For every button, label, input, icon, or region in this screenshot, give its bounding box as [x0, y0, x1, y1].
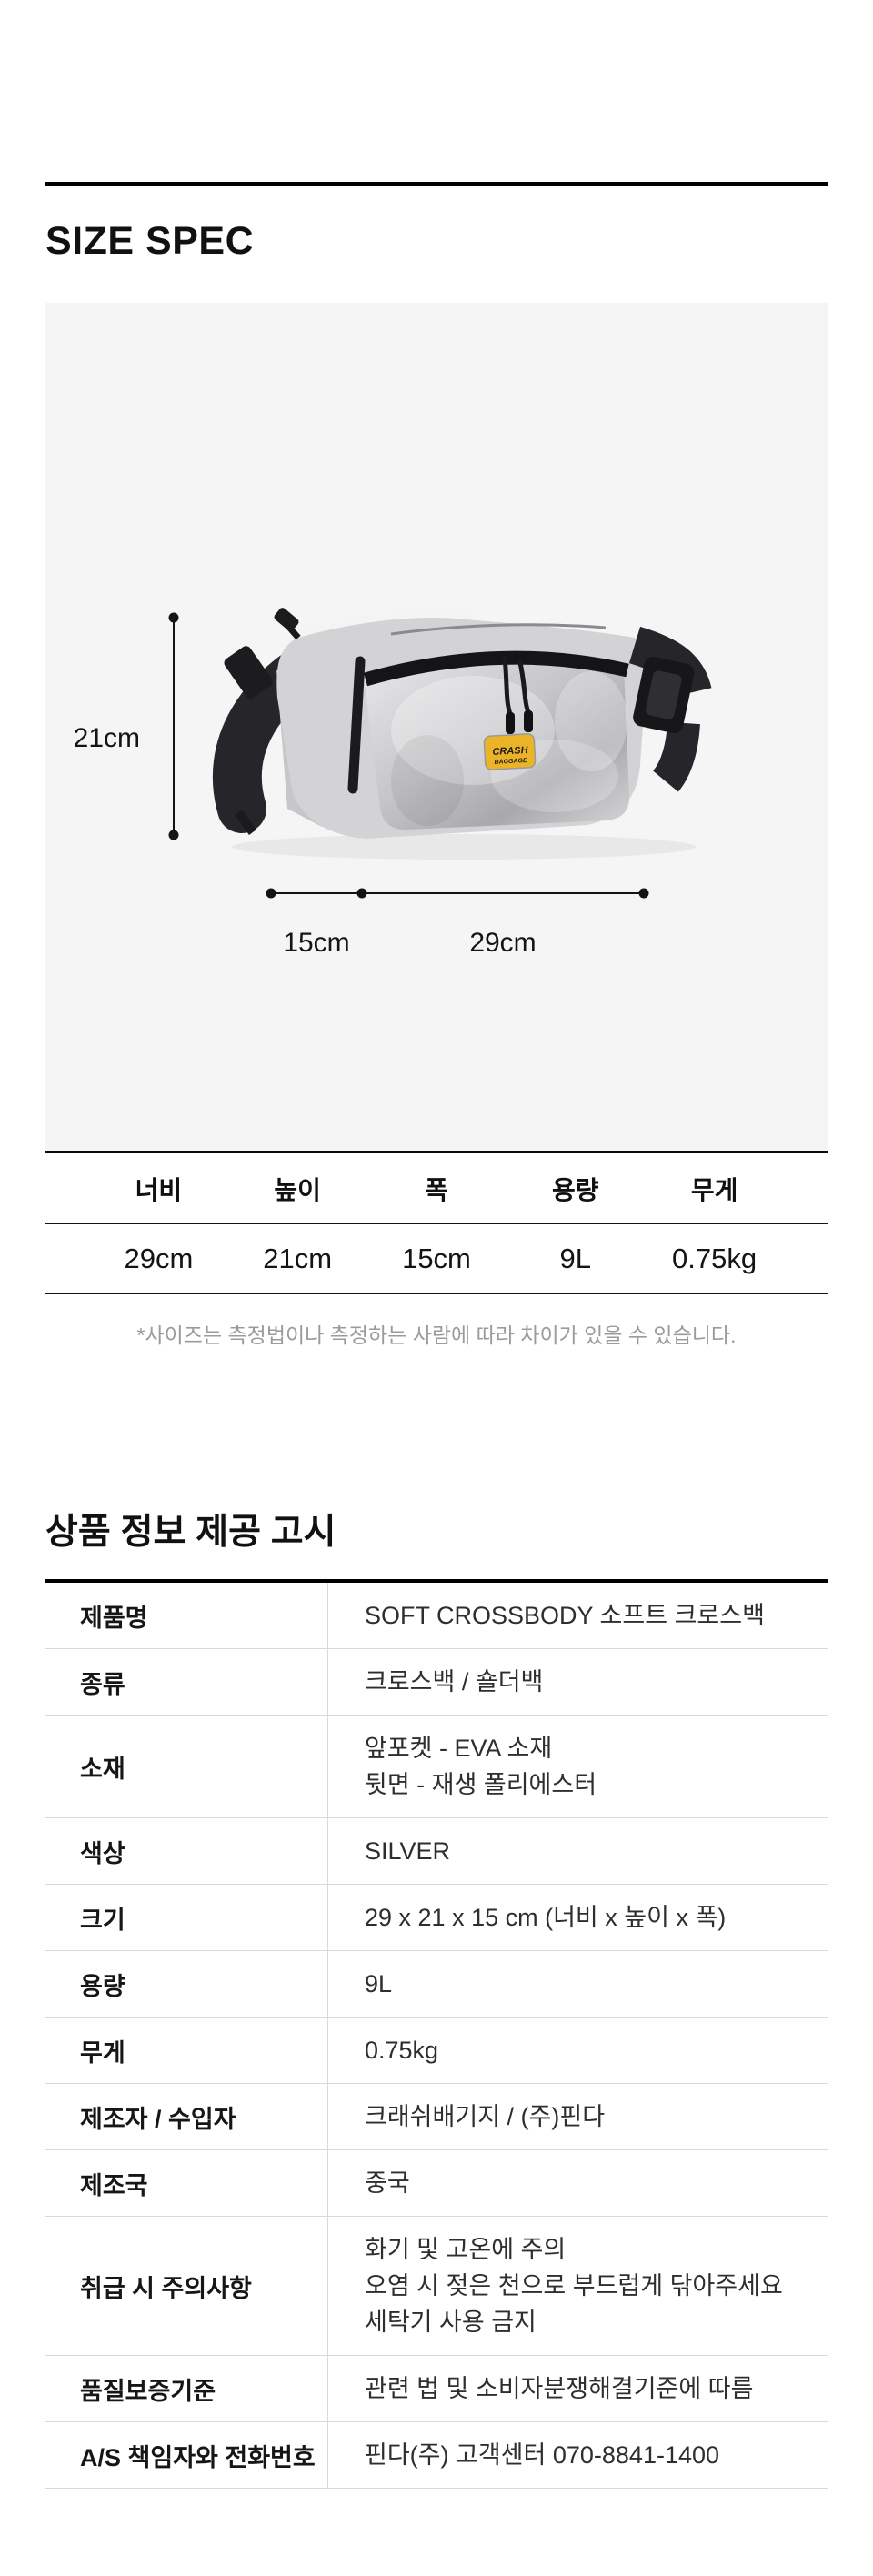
product-info-title: 상품 정보 제공 고시: [45, 1513, 336, 1552]
row-label: 소재: [45, 1716, 328, 1817]
brand-logo-patch: CRASH BAGGAGE: [483, 733, 537, 770]
size-spec-title: SIZE SPEC: [45, 219, 255, 263]
dimension-midpoint: [356, 888, 367, 899]
row-value: 중국: [365, 2169, 410, 2197]
size-spec-column-header: 무게: [690, 1175, 738, 1204]
row-label: 종류: [45, 1649, 328, 1715]
size-spec-value: 29cm: [124, 1243, 194, 1274]
width-dimension-label: 29cm: [469, 928, 536, 958]
row-label: 취급 시 주의사항: [45, 2217, 328, 2355]
table-row: 소재 앞포켓 - EVA 소재 뒷면 - 재생 폴리에스터: [45, 1716, 828, 1818]
table-row: 크기 29 x 21 x 15 cm (너비 x 높이 x 폭): [45, 1885, 828, 1951]
side-buckle-inner: [646, 670, 682, 719]
flap-top-highlight: [295, 608, 477, 638]
row-value: 0.75kg: [365, 2037, 439, 2064]
bag-shadow: [232, 834, 696, 860]
row-label: A/S 책임자와 전화번호: [45, 2422, 328, 2488]
size-spec-column-header: 너비: [135, 1175, 183, 1204]
table-row: A/S 책임자와 전화번호 핀다(주) 고객센터 070-8841-1400: [45, 2422, 828, 2489]
row-value: 9L: [365, 1970, 393, 1997]
row-value: 화기 및 고온에 주의 오염 시 젖은 천으로 부드럽게 닦아주세요 세탁기 사…: [365, 2236, 783, 2336]
size-spec-table: 너비 높이 폭 용량 무게 29cm 21cm 15cm 9L 0.75kg: [45, 1151, 828, 1294]
brand-logo-text: CRASH: [492, 745, 529, 758]
row-label: 제조국: [45, 2150, 328, 2216]
row-label: 품질보증기준: [45, 2356, 328, 2421]
zipper-pull-tab: [506, 712, 515, 734]
size-spec-header-row: 너비 높이 폭 용량 무게: [45, 1153, 828, 1224]
size-spec-value: 0.75kg: [672, 1243, 758, 1274]
row-value: SILVER: [365, 1837, 451, 1865]
product-image-panel: CRASH BAGGAGE 21cm 15cm 29cm: [45, 303, 828, 1151]
dimension-endpoint: [168, 612, 179, 623]
size-spec-value: 15cm: [402, 1243, 471, 1274]
zipper-pull-tab: [524, 710, 533, 732]
table-row: 취급 시 주의사항 화기 및 고온에 주의 오염 시 젖은 천으로 부드럽게 닦…: [45, 2217, 828, 2356]
table-row: 종류 크로스백 / 숄더백: [45, 1649, 828, 1716]
row-value: 29 x 21 x 15 cm (너비 x 높이 x 폭): [365, 1904, 727, 1931]
row-value: 관련 법 및 소비자분쟁해결기준에 따름: [365, 2375, 754, 2402]
section-divider: [45, 182, 828, 186]
table-row: 색상 SILVER: [45, 1818, 828, 1885]
size-spec-value: 21cm: [263, 1243, 333, 1274]
row-label: 제조자 / 수입자: [45, 2084, 328, 2149]
depth-dimension-label: 15cm: [283, 928, 349, 958]
size-spec-column-header: 높이: [274, 1175, 321, 1204]
pocket-zipper: [363, 650, 629, 687]
pocket-shade: [391, 735, 464, 826]
table-row: 용량 9L: [45, 1951, 828, 2018]
row-value: 크래쉬배기지 / (주)핀다: [365, 2103, 606, 2130]
strap-hook-cord: [283, 620, 301, 640]
row-label: 색상: [45, 1818, 328, 1884]
strap-hook-clip: [274, 608, 299, 631]
rolltop-zipper-line: [390, 623, 607, 636]
zipper-pull-cord: [502, 656, 513, 715]
row-label: 용량: [45, 1951, 328, 2017]
height-dimension-label: 21cm: [74, 723, 140, 753]
size-note: *사이즈는 측정법이나 측정하는 사람에 따라 차이가 있을 수 있습니다.: [136, 1323, 737, 1347]
product-info-table: 제품명 SOFT CROSSBODY 소프트 크로스백 종류 크로스백 / 숄더…: [45, 1579, 828, 2489]
zipper-pull-cord: [517, 658, 531, 713]
table-row: 제품명 SOFT CROSSBODY 소프트 크로스백: [45, 1583, 828, 1649]
table-row: 품질보증기준 관련 법 및 소비자분쟁해결기준에 따름: [45, 2356, 828, 2422]
brand-logo-text: BAGGAGE: [494, 758, 527, 766]
row-value: 크로스백 / 숄더백: [365, 1668, 544, 1696]
left-seam-zipper: [347, 656, 366, 794]
size-spec-column-header: 용량: [552, 1175, 599, 1204]
table-row: 제조국 중국: [45, 2150, 828, 2217]
table-row: 무게 0.75kg: [45, 2018, 828, 2084]
bottom-tab: [234, 810, 257, 835]
dimension-endpoint: [266, 888, 276, 899]
size-spec-column-header: 폭: [425, 1175, 448, 1204]
size-spec-value: 9L: [559, 1243, 592, 1274]
right-strap-tail: [652, 721, 700, 792]
row-label: 무게: [45, 2018, 328, 2083]
row-value: 앞포켓 - EVA 소재 뒷면 - 재생 폴리에스터: [365, 1735, 597, 1798]
strap-slider: [224, 646, 273, 699]
row-label: 제품명: [45, 1583, 328, 1648]
row-value: 핀다(주) 고객센터 070-8841-1400: [365, 2441, 720, 2469]
pocket-sheen: [555, 671, 627, 771]
size-spec-value-row: 29cm 21cm 15cm 9L 0.75kg: [45, 1224, 828, 1294]
dimension-endpoint: [168, 830, 179, 840]
dimension-endpoint: [638, 888, 649, 899]
bag-illustration: CRASH BAGGAGE: [212, 608, 712, 860]
crossbody-bag-diagram: CRASH BAGGAGE 21cm 15cm 29cm: [74, 608, 712, 958]
row-label: 크기: [45, 1885, 328, 1950]
table-row: 제조자 / 수입자 크래쉬배기지 / (주)핀다: [45, 2084, 828, 2150]
dimension-annotations: 21cm 15cm 29cm: [74, 612, 649, 958]
row-value: SOFT CROSSBODY 소프트 크로스백: [365, 1602, 765, 1629]
